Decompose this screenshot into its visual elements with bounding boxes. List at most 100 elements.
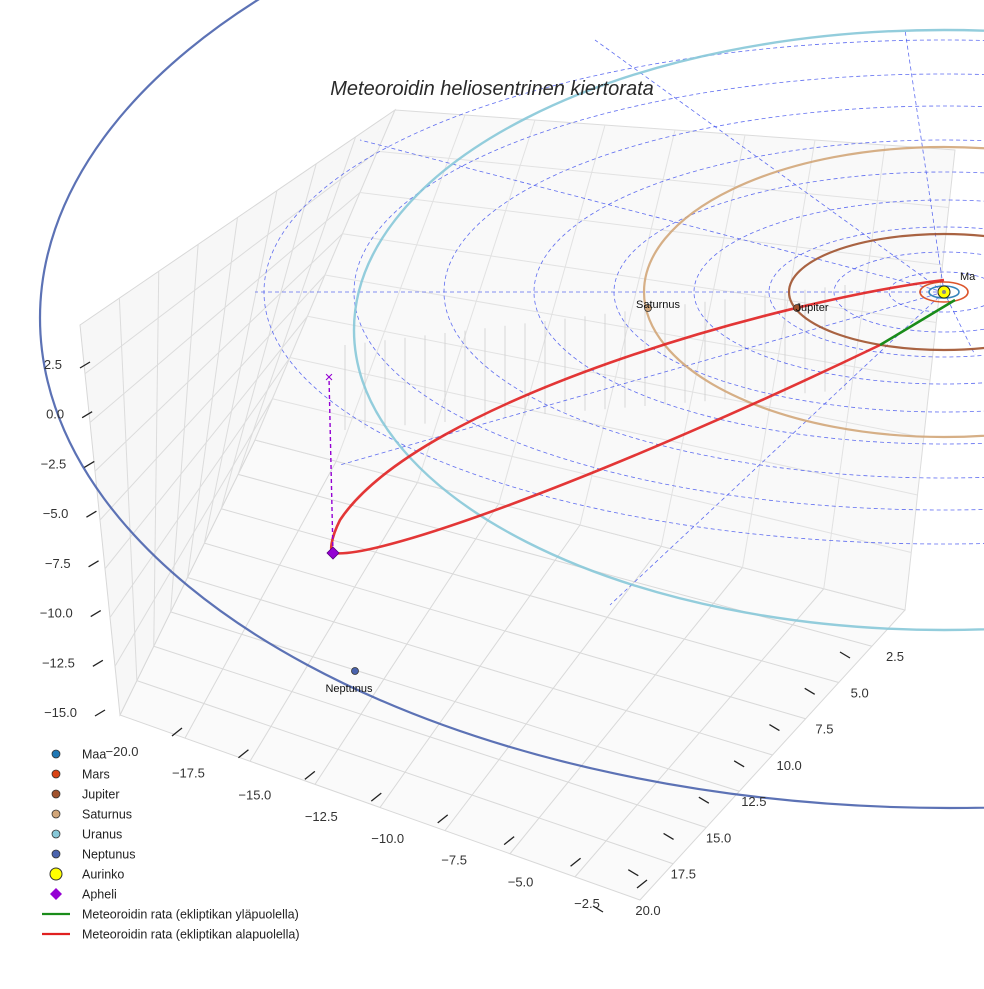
saturnus-label: Saturnus (636, 299, 681, 311)
z-tick-label: −12.5 (42, 655, 75, 670)
y-tick-label: 20.0 (635, 903, 660, 918)
x-tick (636, 879, 648, 889)
y-tick-label: 12.5 (741, 794, 766, 809)
sun-core (942, 290, 946, 294)
legend-marker (51, 849, 61, 859)
floor-gridline (187, 577, 773, 756)
z-tick (83, 460, 95, 468)
z-tick-label: 2.5 (44, 357, 62, 372)
wall-gridline (109, 357, 291, 618)
legend-label: Aurinko (82, 868, 124, 882)
legend-marker (51, 769, 61, 779)
legend: Maa Mars Jupiter Saturnus Uranus Neptunus Auri… (42, 748, 299, 942)
x-tick-label: −12.5 (305, 809, 338, 824)
x-tick (437, 814, 449, 824)
back-gridline (289, 357, 918, 496)
wall-gridline (220, 163, 317, 509)
ecliptic-ray (359, 139, 945, 293)
ecliptic-ring (693, 199, 984, 385)
ecliptic-ring (768, 226, 984, 358)
orbit-neptunus (39, 0, 984, 809)
legend-label: Apheli (82, 888, 117, 902)
saturnus-marker (644, 304, 652, 312)
meteoroid-orbit-above (879, 298, 956, 347)
wall-gridline (203, 190, 278, 544)
legend-marker (50, 888, 62, 900)
ecliptic-ray (943, 291, 976, 356)
neptunus-marker (351, 667, 359, 675)
x-tick-label: −20.0 (106, 744, 139, 759)
y-tick (663, 832, 674, 840)
axis-panes (79, 108, 956, 901)
y-tick-label: 7.5 (815, 722, 833, 737)
legend-label: Meteoroidin rata (ekliptikan alapuolella… (82, 928, 299, 942)
y-tick-label: 2.5 (886, 649, 904, 664)
meteoroid-orbit (328, 278, 956, 555)
wall-gridline (99, 274, 326, 521)
ecliptic-grid (255, 29, 984, 606)
z-tick-label: −15.0 (44, 705, 77, 720)
legend-label: Jupiter (82, 788, 120, 802)
aphelion-marker (326, 546, 340, 560)
z-tick (86, 510, 97, 518)
floor-gridline (204, 542, 806, 720)
x-tick (370, 792, 382, 802)
back-gridline (272, 398, 912, 553)
z-tick (88, 560, 99, 568)
ecliptic-ray (904, 29, 945, 293)
x-tick-label: −2.5 (574, 896, 600, 911)
floor-gridline (444, 545, 662, 831)
back-gridline (823, 144, 886, 589)
planet-orbits (39, 0, 984, 809)
x-tick-label: −17.5 (172, 766, 205, 781)
y-tick (592, 905, 604, 913)
legend-label: Meteoroidin rata (ekliptikan yläpuolella… (82, 908, 299, 922)
y-tick-label: 10.0 (776, 758, 801, 773)
orbit-saturnus (642, 145, 984, 439)
chart-title: Meteoroidin heliosentrinen kiertorata (330, 78, 654, 100)
y-tick-label: 17.5 (671, 867, 696, 882)
legend-label: Saturnus (82, 808, 132, 822)
ecliptic-ring (533, 139, 984, 445)
x-tick-label: −10.0 (371, 831, 404, 846)
y-tick (627, 869, 639, 877)
z-tick (81, 411, 93, 419)
neptunus-label: Neptunus (325, 683, 373, 695)
y-tick-label: 5.0 (851, 685, 869, 700)
z-tick-label: −2.5 (41, 456, 67, 471)
y-tick (804, 687, 816, 695)
legend-label: Maa (82, 748, 106, 762)
x-tick-label: −5.0 (508, 874, 534, 889)
z-tick-label: 0.0 (46, 407, 64, 422)
back-gridline (307, 315, 924, 438)
x-tick (171, 727, 183, 737)
y-tick (733, 760, 745, 768)
back-gridline (324, 274, 931, 381)
back-gridline (742, 139, 816, 568)
y-tick (698, 796, 710, 804)
wall-gridline (114, 398, 273, 667)
aphelion-dropline (328, 376, 334, 554)
z-tick (90, 610, 102, 618)
y-tick (839, 651, 851, 659)
legend-marker (51, 829, 61, 839)
ecliptic-ray (609, 291, 945, 606)
x-tick (503, 836, 515, 846)
aphelion-projection-marker: × (325, 369, 334, 386)
z-tick-label: −5.0 (43, 506, 69, 521)
x-tick (304, 770, 316, 780)
jupiter-label: Jupiter (795, 302, 828, 314)
x-tick (238, 749, 249, 759)
x-tick-label: −15.0 (238, 787, 271, 802)
floor-gridline (509, 567, 743, 855)
meteoroid-orbit-below-front (332, 343, 881, 555)
body-markers: Jupiter Saturnus Neptunus Ma × (325, 271, 977, 695)
legend-marker (49, 867, 63, 881)
floor-gridline (221, 508, 839, 683)
z-tick-label: −7.5 (45, 556, 71, 571)
jupiter-marker (793, 304, 801, 312)
floor-gridline (574, 588, 825, 878)
floor-gridline (237, 473, 873, 647)
